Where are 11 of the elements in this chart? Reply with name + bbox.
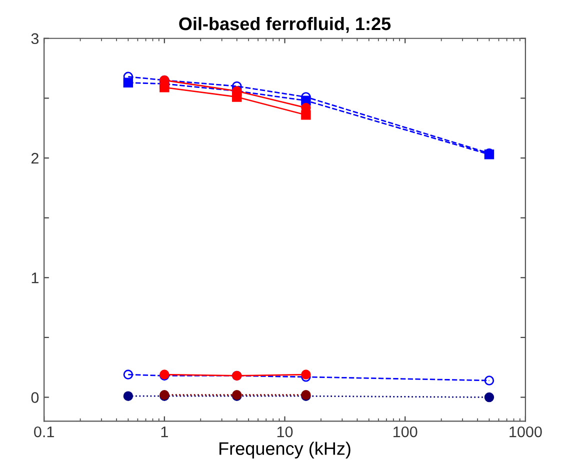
chart-title: Oil-based ferrofluid, 1:25 <box>179 16 391 33</box>
x-tick-label: 0.1 <box>34 426 54 438</box>
x-tick-label: 1000 <box>510 426 542 438</box>
y-tick-label: 2 <box>31 152 38 164</box>
y-tick-label: 1 <box>32 272 38 284</box>
x-axis-title: Frequency (kHz) <box>220 442 350 459</box>
x-tick-label: 100 <box>394 426 418 438</box>
y-tick-label: 0 <box>31 392 39 403</box>
x-tick-label: 10 <box>277 426 293 438</box>
y-tick-label: 3 <box>31 33 39 44</box>
x-tick-label: 1 <box>161 426 168 438</box>
